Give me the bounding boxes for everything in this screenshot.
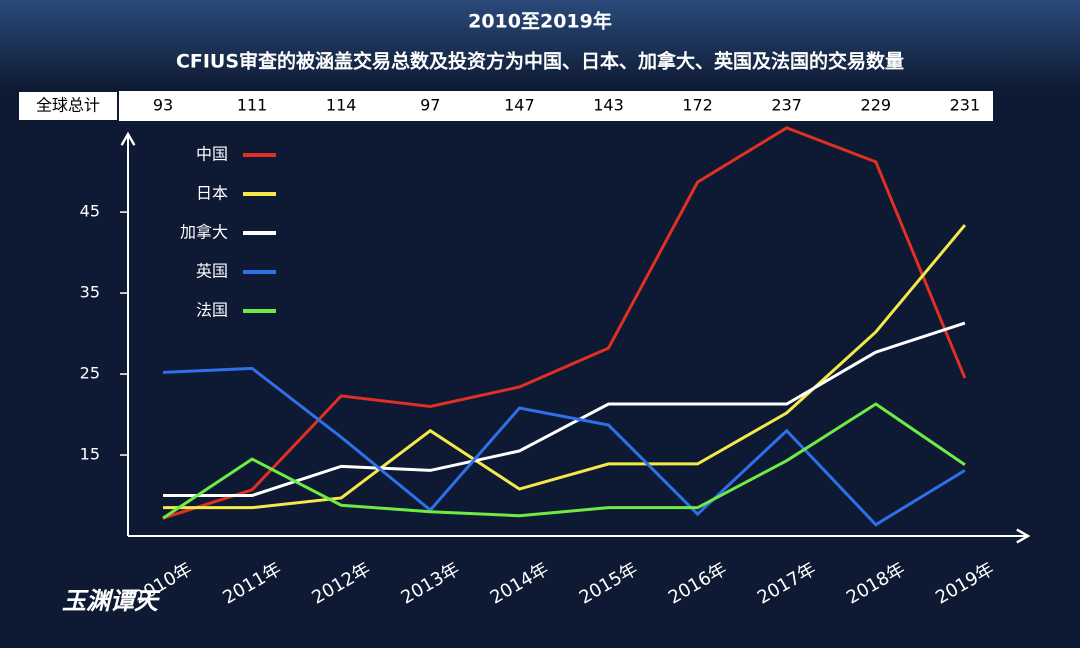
x-tick-label: 2019年 xyxy=(932,558,998,608)
x-tick-label: 2010年 xyxy=(130,558,196,608)
total-value: 114 xyxy=(326,96,357,115)
x-tick-label: 2013年 xyxy=(398,558,464,608)
legend-label: 中国 xyxy=(196,145,228,164)
x-tick-label: 2015年 xyxy=(576,558,642,608)
series-line xyxy=(162,402,966,520)
legend-label: 加拿大 xyxy=(180,223,228,242)
series-line xyxy=(163,224,967,510)
x-tick-label: 2017年 xyxy=(754,558,820,608)
total-value: 111 xyxy=(237,96,268,115)
y-tick-label: 15 xyxy=(80,445,100,464)
x-tick-label: 2011年 xyxy=(219,558,285,608)
totals-label-cell xyxy=(17,90,119,122)
y-tick-label: 25 xyxy=(80,364,100,383)
y-tick-label: 35 xyxy=(80,283,100,302)
y-tick-label: 45 xyxy=(80,202,100,221)
total-value: 143 xyxy=(593,96,624,115)
x-tick-label: 2014年 xyxy=(487,558,553,608)
legend-label: 日本 xyxy=(196,184,228,203)
total-value: 172 xyxy=(682,96,713,115)
totals-strip xyxy=(18,91,993,121)
total-value: 237 xyxy=(771,96,802,115)
legend-label: 法国 xyxy=(196,301,228,320)
header-band xyxy=(0,0,1080,90)
total-value: 229 xyxy=(861,96,892,115)
x-tick-label: 2012年 xyxy=(308,558,374,608)
series-line xyxy=(162,366,966,527)
totals-label: 全球总计 xyxy=(36,96,100,115)
total-value: 147 xyxy=(504,96,535,115)
chart-title: 2010至2019年 xyxy=(468,10,612,33)
total-value: 97 xyxy=(420,96,440,115)
x-tick-label: 2018年 xyxy=(843,558,909,608)
series-line xyxy=(162,126,967,520)
legend-label: 英国 xyxy=(196,262,228,281)
total-value: 231 xyxy=(950,96,981,115)
watermark: 玉渊谭天 xyxy=(62,587,161,615)
total-value: 93 xyxy=(153,96,173,115)
x-tick-label: 2016年 xyxy=(665,558,731,608)
chart-subtitle: CFIUS审查的被涵盖交易总数及投资方为中国、日本、加拿大、英国及法国的交易数量 xyxy=(176,50,904,73)
series-line xyxy=(163,321,966,498)
